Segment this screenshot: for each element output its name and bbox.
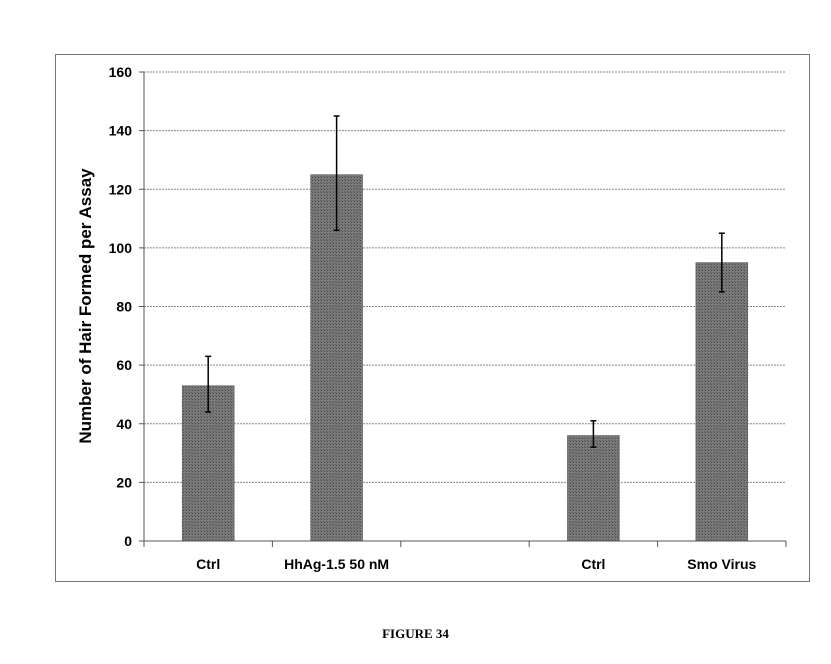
y-tick-label: 40 [116,416,132,432]
bar [567,435,620,542]
bar [695,262,749,542]
y-tick-label: 80 [116,299,132,315]
x-tick-label: Smo Virus [687,556,756,572]
y-tick-label: 120 [109,181,133,197]
y-tick-label: 160 [109,64,133,80]
chart-frame [55,54,810,582]
gridlines [144,71,786,483]
x-tick-label: HhAg-1.5 50 nM [284,556,389,572]
y-tick-label: 60 [116,357,132,373]
bar [181,385,235,542]
y-tick-label: 0 [124,533,132,549]
x-tick-label: Ctrl [581,556,605,572]
y-tick-label: 140 [109,123,133,139]
x-tick-label: Ctrl [196,556,220,572]
figure-caption: FIGURE 34 [382,626,449,641]
bar [310,174,363,542]
y-tick-label: 20 [116,474,132,490]
y-axis-title: Number of Hair Formed per Assay [76,168,95,444]
axes: 0 20 40 60 80 100 120 140 160 Ctrl HhAg-1.5 50 nM C… [109,64,787,572]
bars [181,115,749,542]
y-tick-label: 100 [109,240,133,256]
